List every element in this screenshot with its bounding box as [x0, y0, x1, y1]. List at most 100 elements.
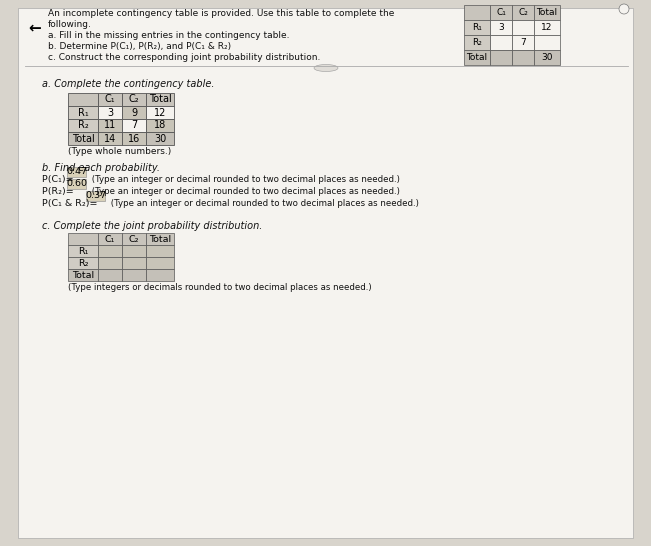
Text: R₁: R₁ — [77, 108, 89, 117]
Bar — [122, 106, 146, 119]
Text: 18: 18 — [154, 121, 166, 130]
Bar — [490, 5, 512, 20]
Bar — [534, 20, 560, 35]
Bar — [534, 5, 560, 20]
Text: (Type integers or decimals rounded to two decimal places as needed.): (Type integers or decimals rounded to tw… — [68, 283, 372, 292]
Bar — [68, 245, 98, 257]
Bar — [490, 50, 512, 65]
Bar — [98, 132, 122, 145]
Text: 16: 16 — [128, 134, 140, 144]
Text: P(R₂)=: P(R₂)= — [42, 187, 77, 196]
Text: 3: 3 — [498, 23, 504, 32]
Bar — [464, 50, 490, 65]
Bar — [490, 35, 512, 50]
Text: C₂: C₂ — [518, 8, 528, 17]
Bar — [98, 119, 122, 132]
Text: b. Determine P(C₁), P(R₂), and P(C₁ & R₂): b. Determine P(C₁), P(R₂), and P(C₁ & R₂… — [48, 42, 231, 51]
Bar — [98, 106, 122, 119]
Text: ←: ← — [28, 21, 41, 35]
Bar — [146, 93, 174, 106]
Bar — [122, 257, 146, 269]
Text: c. Construct the corresponding joint probability distribution.: c. Construct the corresponding joint pro… — [48, 53, 320, 62]
Ellipse shape — [314, 64, 338, 72]
Text: a. Fill in the missing entries in the contingency table.: a. Fill in the missing entries in the co… — [48, 31, 290, 40]
Bar — [98, 93, 122, 106]
Bar — [122, 269, 146, 281]
Bar — [464, 20, 490, 35]
Text: (Type an integer or decimal rounded to two decimal places as needed.): (Type an integer or decimal rounded to t… — [89, 187, 400, 196]
Text: C₂: C₂ — [129, 234, 139, 244]
Text: 0.47: 0.47 — [66, 167, 87, 176]
Bar — [534, 50, 560, 65]
Text: following.: following. — [48, 20, 92, 29]
Bar — [512, 5, 534, 20]
Text: C₁: C₁ — [105, 94, 115, 104]
Text: 12: 12 — [154, 108, 166, 117]
Bar — [146, 245, 174, 257]
Text: 11: 11 — [104, 121, 116, 130]
Text: R₂: R₂ — [472, 38, 482, 47]
Text: c. Complete the joint probability distribution.: c. Complete the joint probability distri… — [42, 221, 262, 231]
Bar — [146, 106, 174, 119]
Text: Total: Total — [466, 53, 488, 62]
Bar — [98, 257, 122, 269]
Text: b. Find each probability.: b. Find each probability. — [42, 163, 160, 173]
Text: 30: 30 — [541, 53, 553, 62]
Text: R₁: R₁ — [78, 246, 88, 256]
Text: 0.37: 0.37 — [85, 191, 106, 200]
Bar — [122, 93, 146, 106]
Bar — [68, 132, 98, 145]
Bar — [98, 233, 122, 245]
Bar — [464, 5, 490, 20]
Bar — [146, 233, 174, 245]
Bar — [146, 269, 174, 281]
Text: Total: Total — [72, 270, 94, 280]
Bar — [98, 245, 122, 257]
Bar — [68, 233, 98, 245]
Text: 7: 7 — [520, 38, 526, 47]
Text: R₂: R₂ — [77, 258, 89, 268]
Text: R₁: R₁ — [472, 23, 482, 32]
Bar — [512, 50, 534, 65]
Text: 14: 14 — [104, 134, 116, 144]
Text: 9: 9 — [131, 108, 137, 117]
Bar — [146, 119, 174, 132]
FancyBboxPatch shape — [67, 179, 86, 188]
Bar — [68, 119, 98, 132]
Bar — [512, 20, 534, 35]
Text: C₂: C₂ — [129, 94, 139, 104]
Bar — [122, 119, 146, 132]
Text: 0.60: 0.60 — [66, 179, 87, 188]
Bar — [68, 106, 98, 119]
Bar — [490, 20, 512, 35]
Bar — [534, 35, 560, 50]
Bar — [122, 245, 146, 257]
Bar — [68, 269, 98, 281]
Text: Total: Total — [149, 234, 171, 244]
Text: C₁: C₁ — [105, 234, 115, 244]
Text: (Type whole numbers.): (Type whole numbers.) — [68, 147, 171, 156]
Text: (Type an integer or decimal rounded to two decimal places as needed.): (Type an integer or decimal rounded to t… — [107, 199, 419, 208]
Bar — [146, 132, 174, 145]
Circle shape — [619, 4, 629, 14]
Bar — [464, 35, 490, 50]
Bar — [122, 233, 146, 245]
Bar — [122, 132, 146, 145]
Text: Total: Total — [536, 8, 557, 17]
Bar — [146, 257, 174, 269]
Text: R₂: R₂ — [77, 121, 89, 130]
Text: 7: 7 — [131, 121, 137, 130]
Text: 12: 12 — [542, 23, 553, 32]
Text: An incomplete contingency table is provided. Use this table to complete the: An incomplete contingency table is provi… — [48, 9, 395, 18]
Text: 30: 30 — [154, 134, 166, 144]
Text: a. Complete the contingency table.: a. Complete the contingency table. — [42, 79, 214, 89]
Text: C₁: C₁ — [496, 8, 506, 17]
Text: (Type an integer or decimal rounded to two decimal places as needed.): (Type an integer or decimal rounded to t… — [89, 175, 400, 184]
Bar — [68, 257, 98, 269]
Bar — [512, 35, 534, 50]
Text: Total: Total — [72, 134, 94, 144]
Text: 3: 3 — [107, 108, 113, 117]
FancyBboxPatch shape — [86, 191, 105, 200]
Text: P(C₁)=: P(C₁)= — [42, 175, 77, 184]
Text: P(C₁ & R₂)=: P(C₁ & R₂)= — [42, 199, 100, 208]
